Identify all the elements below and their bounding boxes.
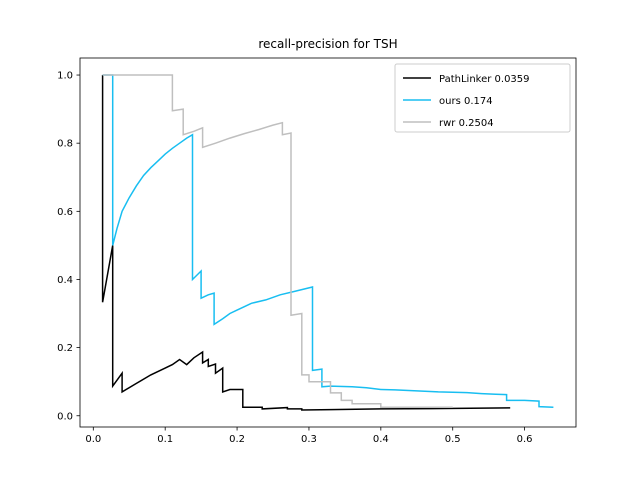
y-tick-label: 0.6 (57, 207, 73, 218)
x-tick-label: 0.6 (517, 434, 533, 445)
series-line-2 (102, 74, 453, 408)
legend-label-0: PathLinker 0.0359 (439, 74, 530, 85)
series-line-1 (102, 74, 554, 408)
plot-frame (79, 57, 577, 428)
chart-title: recall-precision for TSH (258, 37, 397, 51)
x-tick-label: 0.2 (229, 434, 245, 445)
legend-label-1: ours 0.174 (439, 96, 493, 107)
legend: PathLinker 0.0359 ours 0.174 rwr 0.2504 (394, 63, 571, 133)
x-tick-label: 0.4 (373, 434, 389, 445)
y-tick-label: 0.0 (57, 411, 73, 422)
series-line-0 (101, 75, 511, 411)
x-tick-label: 0.1 (157, 434, 173, 445)
y-tick-label: 1.0 (57, 71, 73, 82)
y-tick-label: 0.8 (57, 139, 73, 150)
x-tick-label: 0.5 (445, 434, 461, 445)
y-tick-label: 0.4 (57, 275, 73, 286)
legend-box (394, 63, 571, 133)
axes-layer: 0.0 0.1 0.2 0.3 0.4 0.5 0.6 0.0 0.2 0.4 0.6 0.8 1.0 (57, 57, 577, 445)
y-tick-label: 0.2 (57, 343, 73, 354)
series-layer (101, 74, 554, 411)
x-tick-label: 0.0 (85, 434, 101, 445)
legend-label-2: rwr 0.2504 (439, 118, 494, 129)
x-tick-label: 0.3 (301, 434, 317, 445)
